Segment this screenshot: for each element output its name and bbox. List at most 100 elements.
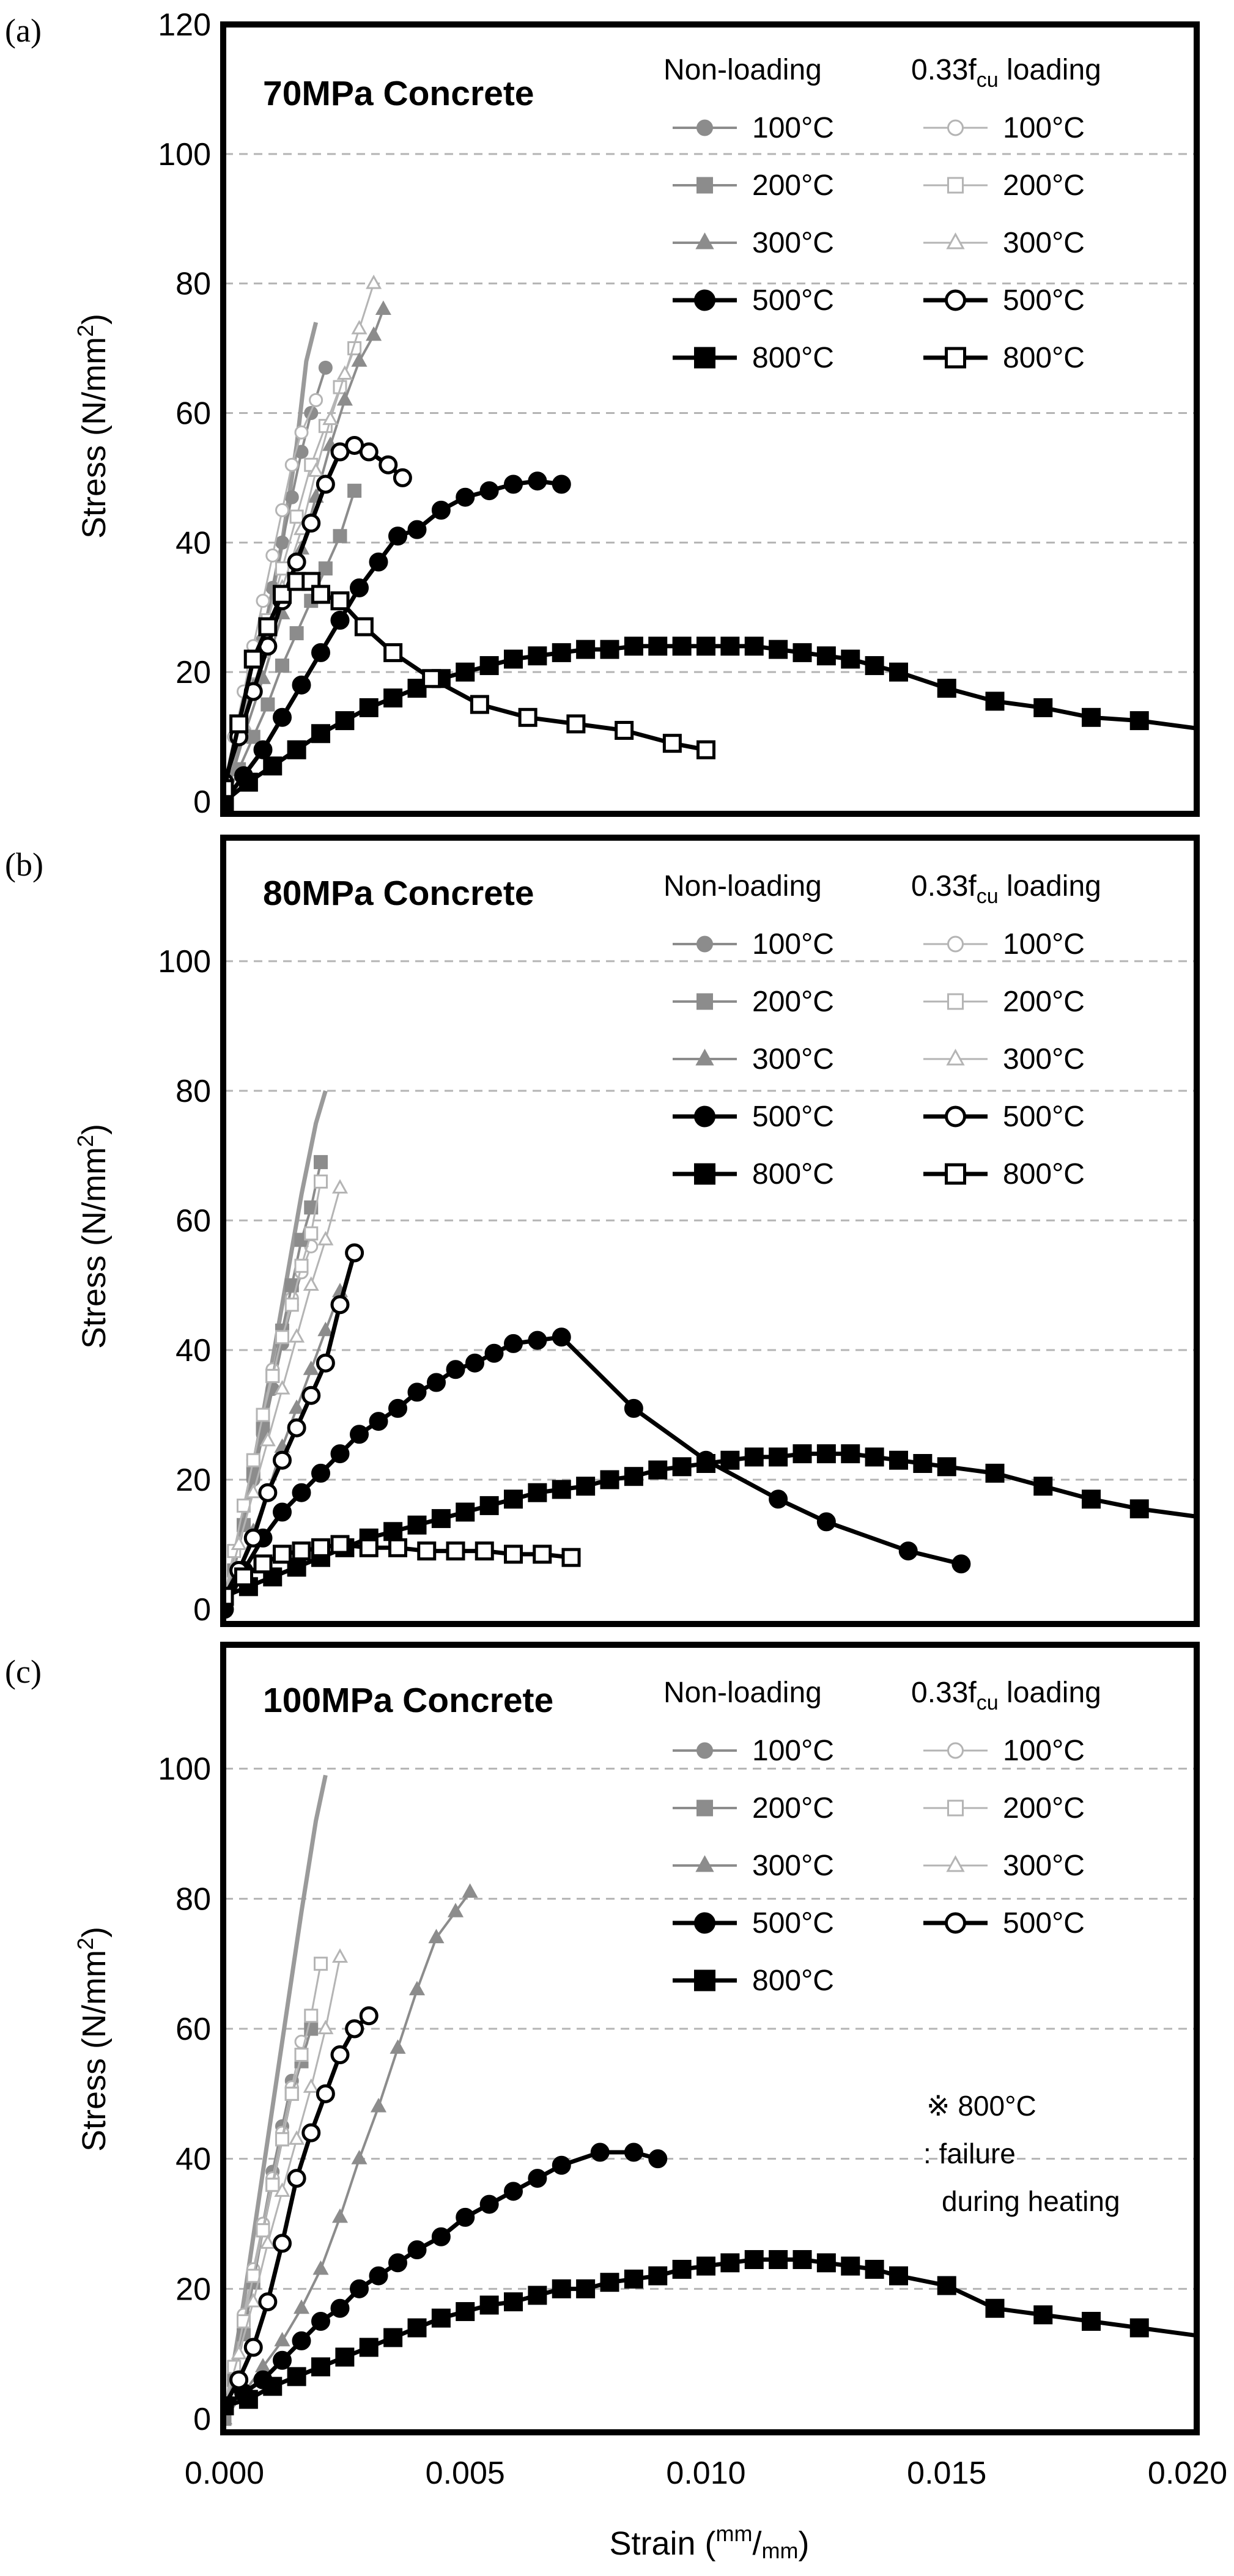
data-point bbox=[456, 2207, 475, 2227]
data-point bbox=[335, 711, 355, 731]
data-point bbox=[330, 1295, 350, 1315]
series-line bbox=[224, 644, 1195, 803]
data-point bbox=[600, 2273, 619, 2292]
series-load-3 bbox=[224, 1243, 364, 1606]
data-point bbox=[246, 2268, 260, 2283]
data-point bbox=[624, 2269, 643, 2289]
y-tick-label: 80 bbox=[175, 267, 211, 302]
data-point bbox=[456, 487, 475, 507]
data-point bbox=[889, 662, 908, 682]
legend-entry-non-2: 300°C bbox=[673, 227, 834, 259]
data-point bbox=[672, 637, 692, 656]
data-point bbox=[388, 2253, 407, 2273]
data-point bbox=[273, 1450, 292, 1470]
data-point bbox=[330, 1444, 350, 1464]
x-tick-label: 0.005 bbox=[426, 2456, 505, 2491]
data-point bbox=[287, 2367, 306, 2386]
gridlines bbox=[224, 960, 1195, 1481]
legend-marker bbox=[945, 289, 966, 311]
data-point bbox=[316, 1353, 335, 1373]
data-point bbox=[260, 697, 275, 712]
data-point bbox=[314, 1155, 328, 1170]
data-point bbox=[311, 1463, 330, 1483]
legend-entry-non-2: 300°C bbox=[673, 1043, 834, 1076]
series-line bbox=[224, 1891, 471, 2420]
legend: Non-loading 0.33fcu loading 100°C 100°C 200°… bbox=[663, 870, 1101, 1190]
legend-label: 500°C bbox=[1003, 1101, 1085, 1133]
data-point bbox=[301, 1386, 321, 1405]
legend-marker bbox=[694, 1105, 715, 1127]
data-point bbox=[273, 585, 292, 604]
legend-label: 300°C bbox=[1003, 227, 1085, 259]
legend-entry-load-2: 300°C bbox=[923, 227, 1085, 259]
data-point bbox=[304, 1200, 319, 1215]
data-point bbox=[246, 1453, 260, 1467]
legend-entry-non-4: 800°C bbox=[673, 1965, 834, 1997]
data-point bbox=[407, 2240, 427, 2260]
legend-label: 100°C bbox=[752, 928, 834, 961]
data-point bbox=[561, 1548, 581, 1567]
data-point bbox=[769, 640, 788, 659]
data-point bbox=[231, 1535, 247, 1550]
data-point bbox=[479, 1496, 499, 1515]
data-point bbox=[937, 2276, 956, 2295]
y-tick-label: 60 bbox=[175, 396, 211, 432]
data-point bbox=[533, 1544, 552, 1564]
data-point bbox=[263, 756, 283, 776]
legend-marker bbox=[694, 347, 715, 369]
data-point bbox=[292, 1483, 311, 1502]
legend-entry-load-2: 300°C bbox=[923, 1850, 1085, 1882]
legend-label: 300°C bbox=[752, 1043, 834, 1076]
data-point bbox=[274, 2331, 290, 2347]
data-point bbox=[576, 2279, 596, 2298]
legend-marker bbox=[945, 1105, 966, 1127]
data-point bbox=[275, 1330, 289, 1345]
data-point bbox=[393, 468, 412, 487]
legend-label: 800°C bbox=[752, 342, 834, 374]
data-point bbox=[316, 2084, 335, 2103]
legend-label: 200°C bbox=[752, 169, 834, 202]
legend-entry-non-4: 800°C bbox=[673, 342, 834, 374]
data-point bbox=[316, 474, 335, 494]
data-point bbox=[552, 1327, 571, 1347]
data-point bbox=[388, 1538, 407, 1557]
data-point bbox=[504, 2182, 523, 2201]
data-point bbox=[1129, 711, 1149, 731]
legend-entry-non-3: 500°C bbox=[673, 1907, 834, 1939]
data-point bbox=[985, 1463, 1005, 1483]
data-point bbox=[518, 707, 538, 727]
data-point bbox=[390, 2039, 406, 2054]
series-line bbox=[224, 490, 356, 802]
data-point bbox=[292, 2331, 311, 2350]
data-point bbox=[253, 740, 273, 759]
data-point bbox=[303, 1276, 319, 1291]
gridlines bbox=[224, 1768, 1195, 2290]
legend-label: 100°C bbox=[752, 1735, 834, 1767]
y-tick-label: 40 bbox=[175, 1333, 211, 1368]
data-point bbox=[1203, 1511, 1219, 1527]
data-point bbox=[351, 352, 368, 367]
legend-entry-load-3: 500°C bbox=[923, 284, 1085, 317]
data-point bbox=[304, 2009, 319, 2023]
data-point bbox=[576, 640, 596, 659]
data-point bbox=[1033, 2305, 1053, 2325]
legend-entry-load-1: 200°C bbox=[923, 986, 1085, 1018]
y-axis-label: Stress (N/mm2) bbox=[73, 314, 113, 539]
data-point bbox=[345, 1243, 364, 1263]
data-point bbox=[284, 2086, 299, 2101]
data-point bbox=[408, 1980, 426, 1996]
data-point bbox=[273, 1502, 292, 1522]
data-point bbox=[1082, 2312, 1101, 2331]
legend-label: 300°C bbox=[752, 227, 834, 259]
data-point bbox=[359, 2338, 379, 2357]
data-point bbox=[865, 2259, 884, 2279]
data-point bbox=[331, 1179, 349, 1194]
data-point bbox=[258, 2292, 278, 2312]
data-point bbox=[937, 679, 956, 698]
data-point bbox=[229, 714, 249, 734]
legend-entry-load-4: 800°C bbox=[923, 342, 1085, 374]
data-point bbox=[841, 1444, 860, 1464]
series-load-3 bbox=[224, 2006, 379, 2416]
legend-label: 800°C bbox=[1003, 1158, 1085, 1190]
data-point bbox=[265, 1368, 280, 1383]
